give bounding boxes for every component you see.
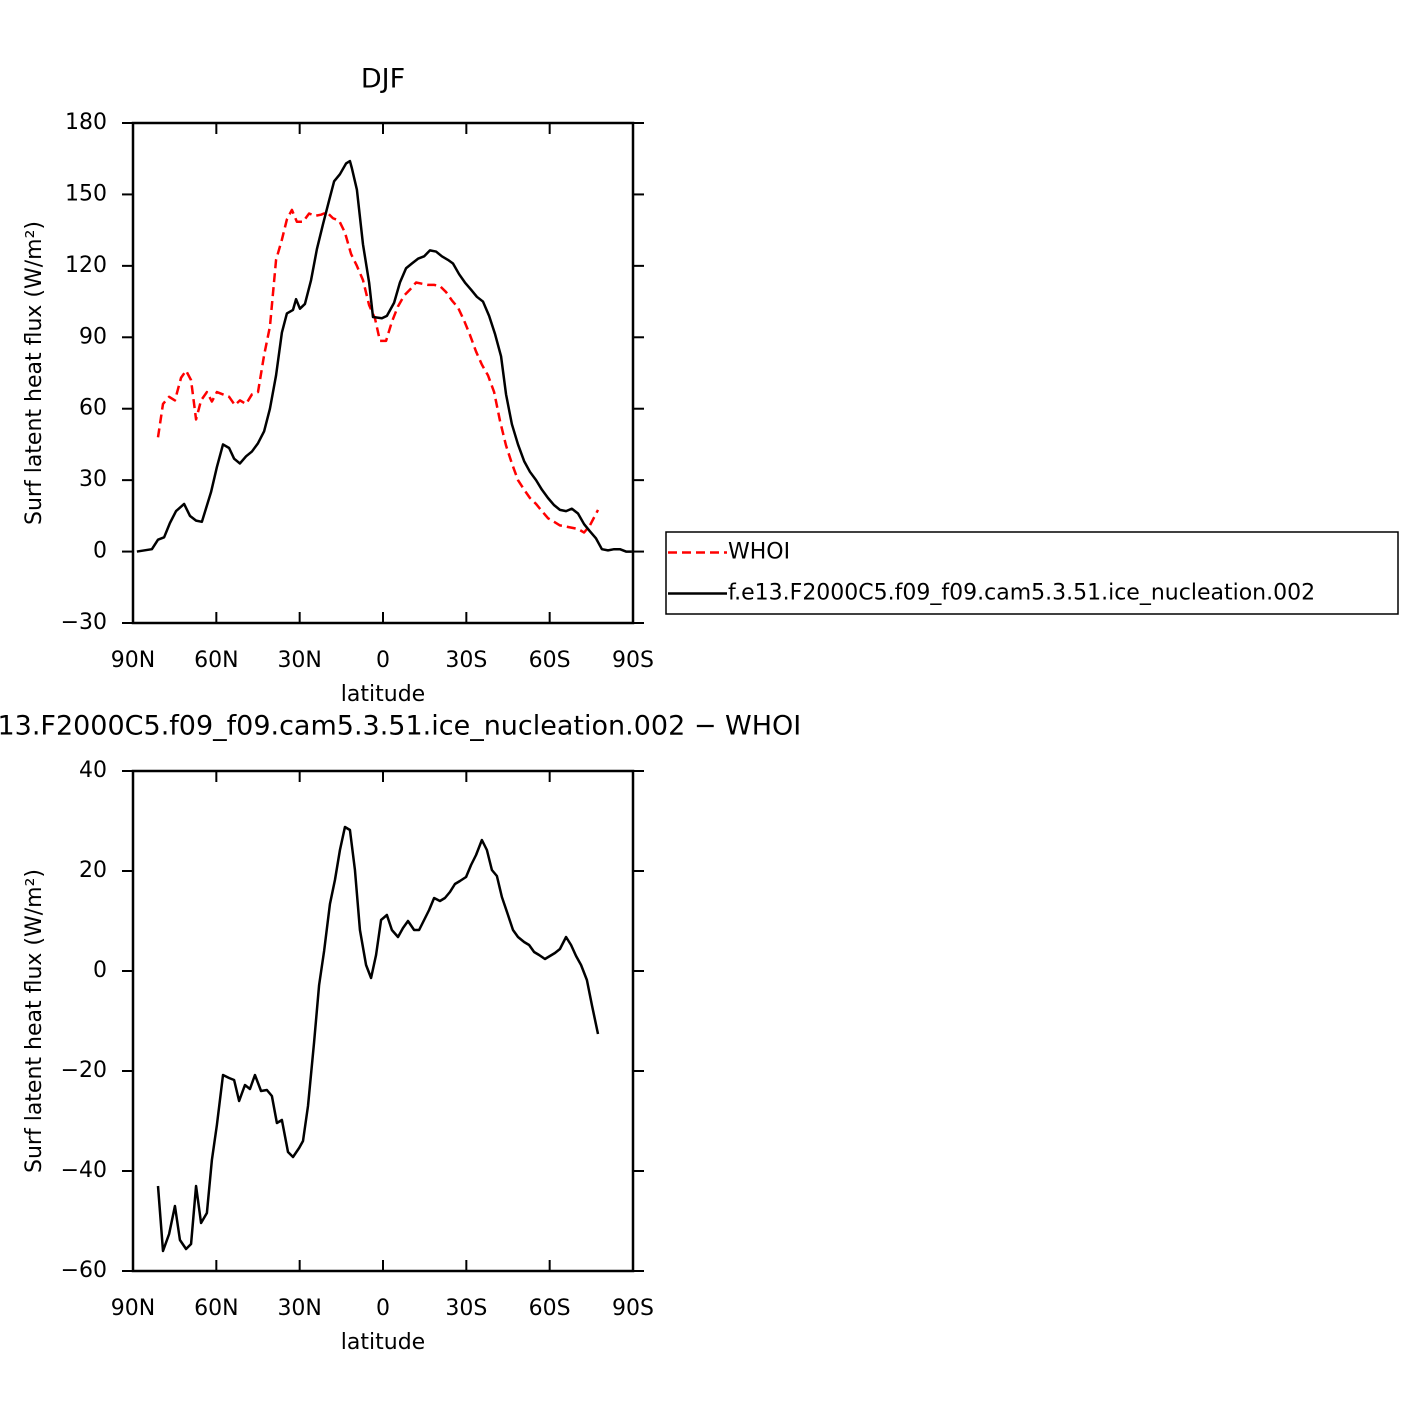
chart-title: DJF	[361, 64, 405, 95]
x-tick-label: 30N	[277, 1296, 321, 1321]
x-tick-label: 0	[376, 1296, 390, 1321]
y-axis-label: Surf latent heat flux (W/m²)	[22, 221, 47, 525]
x-tick-label: 30S	[445, 1296, 487, 1321]
x-tick-label: 30N	[277, 648, 321, 673]
legend-box	[665, 531, 1399, 615]
y-tick-label: 120	[65, 253, 107, 278]
y-tick-label: −60	[61, 1258, 107, 1283]
chart-title: f.e13.F2000C5.f09_f09.cam5.3.51.ice_nucl…	[0, 711, 801, 742]
x-tick-label: 90S	[612, 1296, 654, 1321]
plot-frame	[131, 121, 635, 625]
y-tick-label: −30	[61, 610, 107, 635]
legend-label: WHOI	[728, 540, 790, 565]
y-tick-label: 0	[93, 958, 107, 983]
y-tick-label: 180	[65, 110, 107, 135]
y-tick-label: 60	[79, 396, 107, 421]
x-tick-label: 90N	[111, 648, 155, 673]
y-tick-label: 40	[79, 758, 107, 783]
legend-label: f.e13.F2000C5.f09_f09.cam5.3.51.ice_nucl…	[728, 581, 1315, 606]
y-tick-label: −40	[61, 1158, 107, 1183]
x-tick-label: 90N	[111, 1296, 155, 1321]
x-axis-label: latitude	[341, 1330, 425, 1355]
y-tick-label: −20	[61, 1058, 107, 1083]
x-axis-label: latitude	[341, 682, 425, 707]
plot-frame	[131, 769, 635, 1273]
y-tick-label: 90	[79, 324, 107, 349]
x-tick-label: 60N	[194, 1296, 238, 1321]
y-tick-label: 30	[79, 467, 107, 492]
x-tick-label: 60N	[194, 648, 238, 673]
x-tick-label: 90S	[612, 648, 654, 673]
y-tick-label: 20	[79, 858, 107, 883]
y-tick-label: 0	[93, 539, 107, 564]
x-tick-label: 60S	[529, 1296, 571, 1321]
data-line	[156, 825, 600, 1253]
x-tick-label: 0	[376, 648, 390, 673]
data-line	[136, 159, 632, 553]
x-tick-label: 60S	[529, 648, 571, 673]
x-tick-label: 30S	[445, 648, 487, 673]
y-tick-label: 150	[65, 181, 107, 206]
data-line	[156, 208, 600, 534]
y-axis-label: Surf latent heat flux (W/m²)	[22, 869, 47, 1173]
